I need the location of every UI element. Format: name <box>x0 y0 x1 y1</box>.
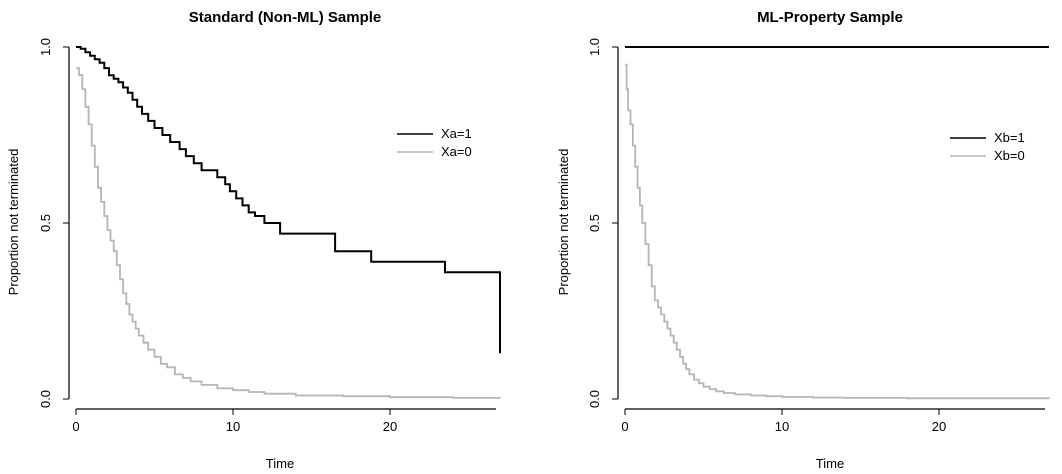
x-tick-label: 0 <box>621 419 628 434</box>
y-tick-label: 0.5 <box>587 214 602 232</box>
x-tick-label: 20 <box>383 419 397 434</box>
x-tick-label: 10 <box>226 419 240 434</box>
chart-title: Standard (Non-ML) Sample <box>189 9 382 26</box>
x-tick-label: 0 <box>72 419 79 434</box>
legend: Xa=1 Xa=0 <box>397 126 472 159</box>
y-axis-label: Proportion not terminated <box>556 149 571 296</box>
chart-panel-ml-property: ML-Property Sample Time Proportion not t… <box>556 9 1050 471</box>
legend: Xb=1 Xb=0 <box>950 130 1025 163</box>
legend-label-xa0: Xa=0 <box>441 144 472 159</box>
chart-title: ML-Property Sample <box>757 9 903 26</box>
x-tick-label: 10 <box>775 419 789 434</box>
chart-panel-standard: Standard (Non-ML) Sample Time Proportion… <box>6 9 501 471</box>
y-tick-label: 1.0 <box>38 38 53 56</box>
plot-area <box>76 46 501 399</box>
series-line-xa-0 <box>76 67 501 399</box>
series-line-xb-0 <box>625 63 1050 400</box>
y-tick-label: 1.0 <box>587 38 602 56</box>
x-axis-label: Time <box>266 456 294 471</box>
legend-label-xb1: Xb=1 <box>994 130 1025 145</box>
legend-label-xa1: Xa=1 <box>441 126 472 141</box>
series-line-xa-1 <box>76 46 501 354</box>
legend-label-xb0: Xb=0 <box>994 148 1025 163</box>
x-tick-label: 20 <box>932 419 946 434</box>
x-axis-label: Time <box>816 456 844 471</box>
y-tick-label: 0.0 <box>38 390 53 408</box>
y-axis-label: Proportion not terminated <box>6 149 21 296</box>
plot-area <box>625 46 1050 400</box>
y-tick-label: 0.5 <box>38 214 53 232</box>
y-tick-label: 0.0 <box>587 390 602 408</box>
